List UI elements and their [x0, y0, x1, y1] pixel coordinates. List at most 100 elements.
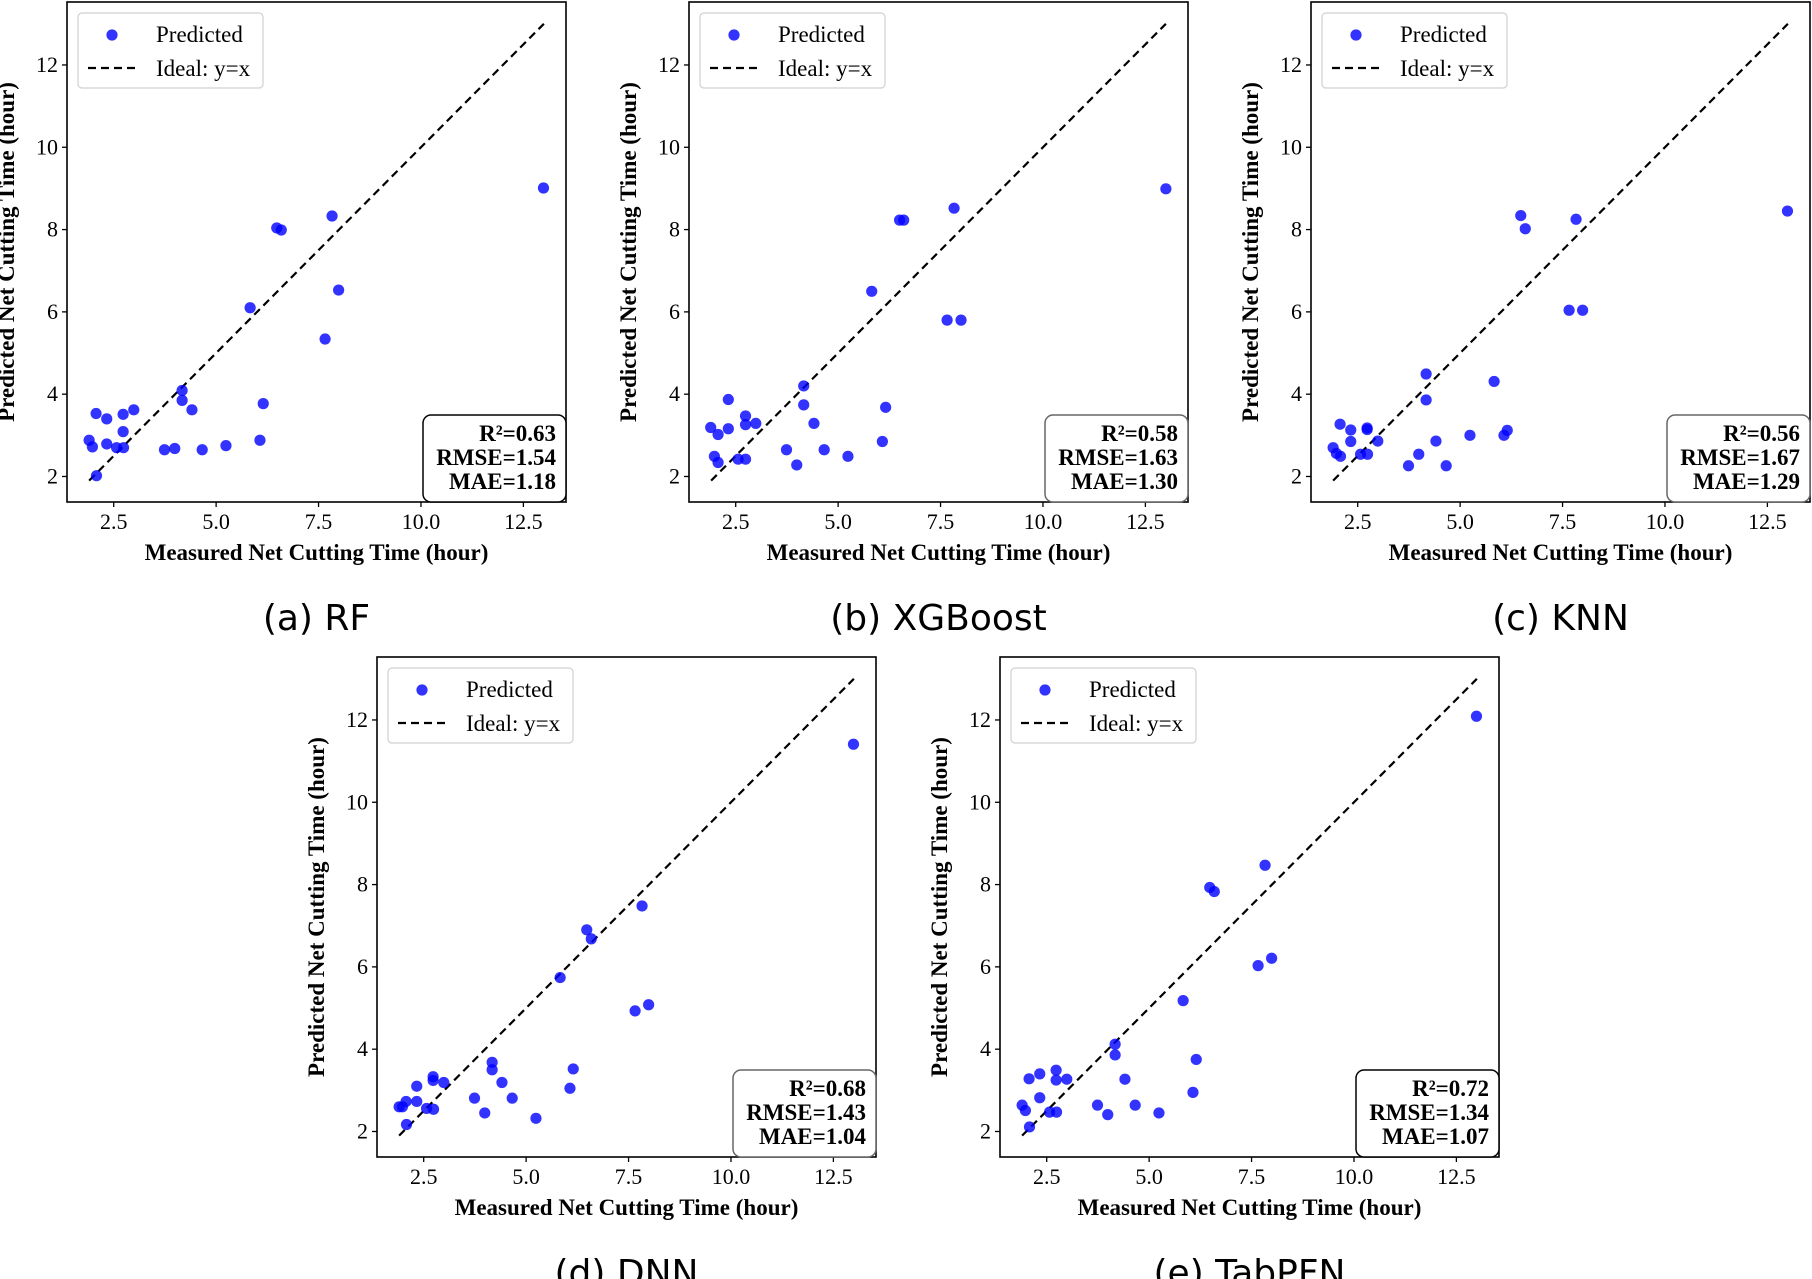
data-point [1091, 1099, 1104, 1111]
ideal-line [1332, 23, 1789, 482]
data-point [1190, 1053, 1202, 1066]
x-tick-label: 10.0 [1024, 509, 1063, 534]
data-point [643, 999, 655, 1011]
stats-line: R²=0.72 [1412, 1076, 1489, 1101]
data-point [722, 393, 734, 406]
data-point [818, 444, 830, 456]
data-point [1361, 448, 1374, 460]
legend-label-predicted: Predicted [156, 22, 243, 47]
legend-label-ideal: Ideal: y=x [156, 56, 251, 81]
data-point [1187, 1086, 1199, 1098]
legend-marker-icon [1350, 29, 1362, 41]
y-tick-label: 12 [1280, 52, 1302, 77]
y-tick-label: 2 [357, 1118, 368, 1143]
data-point [1019, 1104, 1032, 1117]
stats-line: R²=0.58 [1101, 421, 1178, 446]
legend-label-ideal: Ideal: y=x [466, 711, 561, 736]
data-point [411, 1080, 423, 1092]
data-point [275, 224, 287, 236]
x-tick-label: 10.0 [402, 509, 441, 534]
data-point [780, 444, 793, 456]
y-tick-label: 8 [357, 872, 368, 897]
subplot-1: 2.5 5.0 7.5 10.0 12.5 2 4 6 8 10 12 Measured Net Cu… [0, 1, 567, 639]
y-tick-label: 12 [658, 52, 680, 77]
data-point [101, 413, 113, 425]
stats-box-frame [1044, 414, 1189, 503]
y-tick-label: 6 [47, 299, 58, 324]
data-point [1259, 859, 1271, 871]
x-tick-label: 12.5 [814, 1164, 853, 1189]
data-point [254, 434, 266, 446]
data-point [629, 1005, 641, 1017]
ideal-line [1021, 678, 1478, 1137]
data-point [486, 1064, 498, 1076]
legend-marker-icon [106, 29, 118, 41]
y-tick-label: 10 [658, 134, 680, 159]
data-point [196, 444, 208, 456]
data-point [798, 380, 810, 392]
x-tick-label: 7.5 [305, 509, 333, 534]
data-point [739, 453, 752, 465]
subplot-caption: (c) KNN [1492, 598, 1629, 639]
x-tick-label: 10.0 [1646, 509, 1685, 534]
subplot-caption: (d) DNN [555, 1253, 699, 1279]
data-point [1109, 1049, 1121, 1061]
data-point [722, 423, 734, 435]
ideal-line [710, 23, 1167, 482]
data-point [1563, 304, 1575, 316]
x-tick-label: 5.0 [202, 509, 230, 534]
y-tick-label: 8 [980, 872, 991, 897]
data-point [1061, 1073, 1073, 1085]
data-point [739, 410, 752, 422]
x-tick-label: 2.5 [1344, 509, 1372, 534]
data-point [1119, 1073, 1131, 1085]
data-point [1413, 448, 1425, 460]
data-point [101, 438, 113, 450]
legend-box [387, 667, 574, 744]
legend-label-ideal: Ideal: y=x [1089, 711, 1184, 736]
y-tick-label: 8 [669, 217, 680, 242]
ideal-line [398, 678, 855, 1137]
data-point [1464, 429, 1476, 441]
data-point [186, 404, 198, 416]
axes-frame [376, 656, 877, 1158]
data-point [319, 333, 331, 345]
legend-marker-icon [416, 684, 428, 696]
y-tick-label: 8 [1291, 217, 1302, 242]
data-point [176, 394, 188, 406]
data-point [90, 407, 102, 420]
data-point [479, 1107, 491, 1119]
data-point [1570, 213, 1582, 225]
data-point [117, 426, 129, 438]
data-point [158, 444, 171, 456]
data-point [244, 302, 256, 314]
axes-frame [688, 1, 1189, 503]
legend: Predicted Ideal: y=x [1010, 667, 1197, 744]
legend-label-predicted: Predicted [466, 677, 553, 702]
data-point [1430, 435, 1442, 447]
data-point [1050, 1074, 1062, 1086]
data-point [427, 1103, 440, 1115]
data-point [1102, 1109, 1114, 1121]
x-tick-label: 5.0 [1135, 1164, 1163, 1189]
y-tick-label: 10 [36, 134, 58, 159]
stats-box-frame [732, 1069, 877, 1158]
legend-label-ideal: Ideal: y=x [778, 56, 873, 81]
data-point [86, 441, 99, 453]
data-point [427, 1074, 439, 1087]
legend-box [1321, 12, 1508, 89]
data-point [117, 408, 129, 420]
data-point [636, 900, 648, 912]
data-point [791, 459, 803, 471]
subplot-4: 2.5 5.0 7.5 10.0 12.5 2 4 6 8 10 12 Measured Net Cu… [304, 656, 877, 1279]
legend-marker-icon [1039, 684, 1051, 696]
data-point [1402, 460, 1415, 472]
data-point [1177, 995, 1189, 1007]
x-axis-label: Measured Net Cutting Time (hour) [1078, 1195, 1422, 1220]
data-point [1420, 368, 1432, 380]
stats-box-frame [1355, 1069, 1500, 1158]
data-point [866, 285, 878, 297]
